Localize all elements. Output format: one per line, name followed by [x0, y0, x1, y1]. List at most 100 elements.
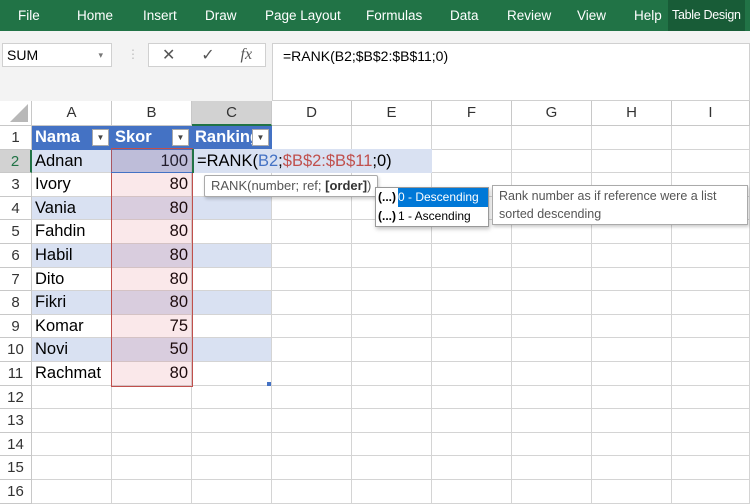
cell[interactable] — [272, 409, 352, 433]
cell[interactable] — [672, 480, 750, 504]
cell[interactable] — [592, 149, 672, 174]
row-header-3[interactable]: 3 — [0, 173, 32, 197]
nama-cell[interactable]: Komar — [32, 314, 112, 339]
cell[interactable] — [592, 314, 672, 339]
cell[interactable] — [512, 149, 592, 174]
ranking-cell[interactable] — [192, 314, 272, 339]
cell[interactable] — [592, 244, 672, 268]
cancel-icon[interactable]: ✕ — [161, 47, 176, 64]
ribbon-tab-help[interactable]: Help — [634, 8, 662, 23]
cell[interactable] — [672, 244, 750, 268]
cell[interactable] — [592, 220, 672, 244]
skor-cell[interactable]: 80 — [112, 220, 192, 244]
autocomplete-item-descending[interactable]: (...) 0 - Descending — [376, 188, 488, 207]
ranking-cell[interactable] — [192, 220, 272, 244]
cell[interactable] — [512, 267, 592, 292]
column-header-b[interactable]: B — [112, 101, 192, 126]
cell[interactable] — [672, 267, 750, 292]
row-header-9[interactable]: 9 — [0, 314, 32, 339]
cell[interactable] — [112, 456, 192, 480]
ranking-cell[interactable] — [192, 196, 272, 221]
ribbon-tab-view[interactable]: View — [577, 8, 607, 23]
cell[interactable] — [432, 314, 512, 339]
cell[interactable] — [32, 409, 112, 433]
cell[interactable] — [192, 385, 272, 410]
row-header-8[interactable]: 8 — [0, 291, 32, 315]
cell[interactable] — [272, 385, 352, 410]
cell[interactable] — [432, 456, 512, 480]
cell[interactable] — [432, 480, 512, 504]
cell[interactable] — [432, 291, 512, 315]
cell[interactable] — [432, 338, 512, 362]
cell[interactable] — [592, 409, 672, 433]
row-header-2[interactable]: 2 — [0, 149, 32, 174]
cell[interactable] — [112, 385, 192, 410]
cell-c2-editor[interactable]: =RANK(B2;$B$2:$B$11;0) — [192, 149, 432, 173]
cell[interactable] — [592, 291, 672, 315]
cell[interactable] — [352, 338, 432, 362]
column-header-e[interactable]: E — [352, 101, 432, 126]
skor-cell[interactable]: 75 — [112, 314, 192, 339]
cell[interactable] — [512, 409, 592, 433]
cell[interactable] — [32, 432, 112, 457]
cell[interactable] — [272, 220, 352, 244]
cell[interactable] — [592, 267, 672, 292]
cell[interactable] — [272, 432, 352, 457]
ranking-cell[interactable] — [192, 291, 272, 315]
cell[interactable] — [272, 314, 352, 339]
cell[interactable] — [432, 385, 512, 410]
filter-dropdown-icon[interactable]: ▼ — [172, 129, 189, 146]
ranking-cell[interactable] — [192, 267, 272, 292]
nama-cell[interactable]: Ivory — [32, 173, 112, 197]
cell[interactable] — [192, 432, 272, 457]
cell[interactable] — [672, 432, 750, 457]
row-header-1[interactable]: 1 — [0, 126, 32, 150]
skor-cell[interactable]: 50 — [112, 338, 192, 362]
row-header-5[interactable]: 5 — [0, 220, 32, 244]
nama-cell[interactable]: Rachmat — [32, 362, 112, 386]
cell[interactable] — [512, 291, 592, 315]
ribbon-tab-data[interactable]: Data — [450, 8, 479, 23]
row-header-15[interactable]: 15 — [0, 456, 32, 480]
cell[interactable] — [352, 385, 432, 410]
cell[interactable] — [592, 338, 672, 362]
cell[interactable] — [672, 314, 750, 339]
cell[interactable] — [192, 409, 272, 433]
cell[interactable] — [432, 126, 512, 150]
cell[interactable] — [192, 480, 272, 504]
cell[interactable] — [672, 456, 750, 480]
insert-function-icon[interactable]: fx — [240, 46, 253, 63]
cell[interactable] — [512, 220, 592, 244]
cell[interactable] — [272, 267, 352, 292]
nama-cell[interactable]: Fahdin — [32, 220, 112, 244]
cell[interactable] — [272, 338, 352, 362]
cell[interactable] — [672, 149, 750, 174]
ribbon-tab-file[interactable]: File — [18, 8, 40, 23]
cell[interactable] — [272, 126, 352, 150]
cell[interactable] — [592, 385, 672, 410]
cell[interactable] — [432, 149, 512, 174]
skor-cell[interactable]: 80 — [112, 244, 192, 268]
cell[interactable] — [592, 456, 672, 480]
cell[interactable] — [352, 220, 432, 244]
cell[interactable] — [32, 480, 112, 504]
cell[interactable] — [512, 314, 592, 339]
nama-cell[interactable]: Habil — [32, 244, 112, 268]
cell[interactable] — [672, 338, 750, 362]
cell[interactable] — [432, 267, 512, 292]
cell[interactable] — [32, 456, 112, 480]
ribbon-tab-review[interactable]: Review — [507, 8, 552, 23]
ribbon-tab-home[interactable]: Home — [77, 8, 114, 23]
cell[interactable] — [512, 480, 592, 504]
cell[interactable] — [272, 291, 352, 315]
cell[interactable] — [592, 480, 672, 504]
row-header-7[interactable]: 7 — [0, 267, 32, 292]
cell[interactable] — [512, 126, 592, 150]
skor-cell[interactable]: 80 — [112, 173, 192, 197]
cell[interactable] — [192, 456, 272, 480]
row-header-14[interactable]: 14 — [0, 432, 32, 457]
cell[interactable] — [432, 362, 512, 386]
cell[interactable] — [592, 362, 672, 386]
cell[interactable] — [352, 362, 432, 386]
column-header-h[interactable]: H — [592, 101, 672, 126]
